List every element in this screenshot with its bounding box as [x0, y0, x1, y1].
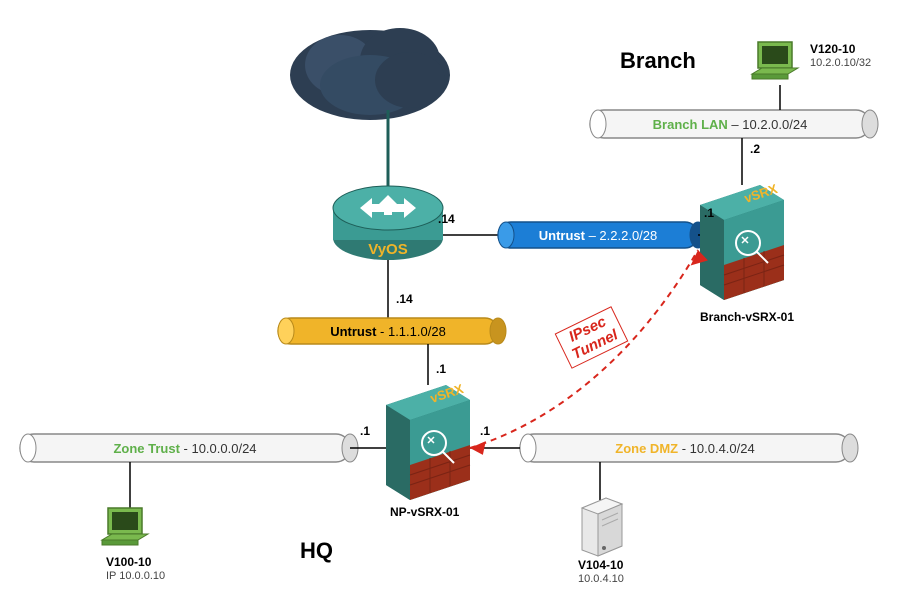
untrust-right-label: Untrust – 2.2.2.0/28 — [539, 228, 658, 243]
svg-text:VyOS: VyOS — [368, 241, 407, 258]
v120-pc-icon — [752, 42, 798, 79]
zone-dmz-label: Zone DMZ - 10.0.4.0/24 — [615, 441, 754, 456]
vyos-router-icon: VyOS — [333, 186, 443, 260]
ip-vyos-down: .14 — [396, 292, 413, 306]
hq-vsrx-icon: vSRX — [386, 381, 470, 500]
branch-site-label: Branch — [620, 48, 696, 74]
hq-site-label: HQ — [300, 538, 333, 564]
ip-branch-up: .2 — [750, 142, 760, 156]
cloud-icon — [290, 28, 450, 120]
zone-trust-label: Zone Trust - 10.0.0.0/24 — [113, 441, 256, 456]
ip-hq-left: .1 — [360, 424, 370, 438]
branch-lan-label: Branch LAN – 10.2.0.0/24 — [653, 117, 808, 132]
v120-name: V120-10 — [810, 42, 855, 56]
v120-ip: 10.2.0.10/32 — [810, 57, 871, 69]
ip-untrust-r-end: .1 — [704, 206, 714, 220]
v100-pc-icon — [102, 508, 148, 545]
ip-hq-right: .1 — [480, 424, 490, 438]
v100-ip: IP 10.0.0.10 — [106, 570, 165, 582]
v104-ip: 10.0.4.10 — [578, 573, 624, 585]
ip-vyos-right: .14 — [438, 212, 455, 226]
hq-srx-name: NP-vSRX-01 — [390, 505, 459, 519]
untrust-bottom-label: Untrust - 1.1.1.0/28 — [330, 324, 446, 339]
v104-name: V104-10 — [578, 558, 623, 572]
v104-server-icon — [582, 498, 622, 556]
ip-hq-up: .1 — [436, 362, 446, 376]
branch-srx-name: Branch-vSRX-01 — [700, 310, 794, 324]
branch-vsrx-icon: vSRX — [700, 181, 784, 300]
v100-name: V100-10 — [106, 555, 151, 569]
